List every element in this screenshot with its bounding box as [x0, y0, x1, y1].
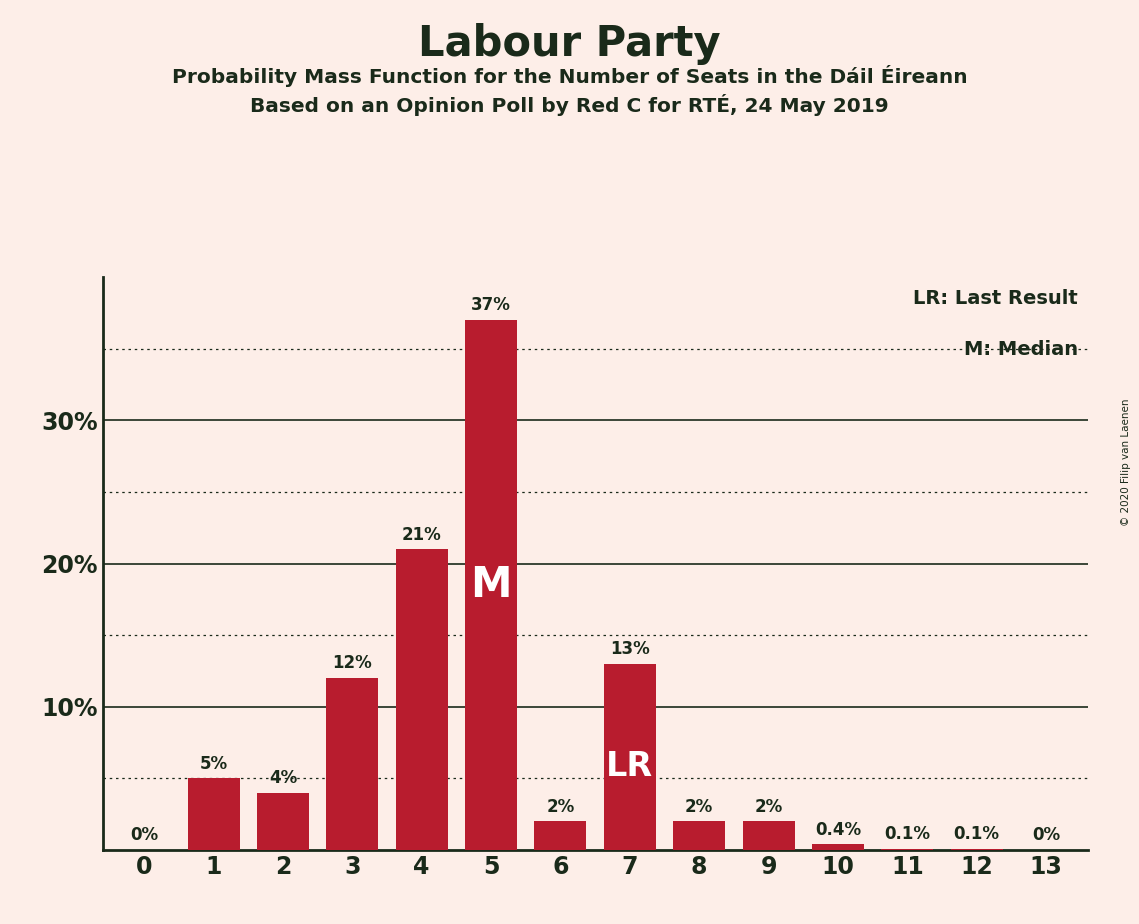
Bar	[673, 821, 726, 850]
Bar	[188, 778, 239, 850]
Text: LR: LR	[606, 749, 654, 783]
Text: 12%: 12%	[333, 654, 372, 673]
Text: M: Median: M: Median	[964, 340, 1077, 359]
Bar	[395, 549, 448, 850]
Bar	[465, 321, 517, 850]
Text: 0.1%: 0.1%	[953, 825, 1000, 843]
Text: 4%: 4%	[269, 769, 297, 787]
Bar	[326, 678, 378, 850]
Text: 0.4%: 0.4%	[814, 821, 861, 839]
Bar	[604, 663, 656, 850]
Bar	[951, 848, 1002, 850]
Bar	[257, 793, 309, 850]
Text: 5%: 5%	[199, 755, 228, 772]
Bar	[743, 821, 795, 850]
Text: 37%: 37%	[472, 297, 511, 314]
Text: 0.1%: 0.1%	[884, 825, 931, 843]
Text: 2%: 2%	[685, 797, 713, 816]
Text: 0%: 0%	[130, 826, 158, 845]
Text: 2%: 2%	[547, 797, 574, 816]
Text: 0%: 0%	[1032, 826, 1060, 845]
Text: 2%: 2%	[754, 797, 782, 816]
Text: Labour Party: Labour Party	[418, 23, 721, 65]
Text: Probability Mass Function for the Number of Seats in the Dáil Éireann: Probability Mass Function for the Number…	[172, 65, 967, 87]
Text: 13%: 13%	[611, 640, 649, 658]
Text: © 2020 Filip van Laenen: © 2020 Filip van Laenen	[1121, 398, 1131, 526]
Text: 21%: 21%	[402, 526, 442, 543]
Bar	[882, 848, 933, 850]
Bar	[534, 821, 587, 850]
Bar	[812, 845, 865, 850]
Text: LR: Last Result: LR: Last Result	[913, 288, 1077, 308]
Text: Based on an Opinion Poll by Red C for RTÉ, 24 May 2019: Based on an Opinion Poll by Red C for RT…	[251, 94, 888, 116]
Text: M: M	[470, 565, 511, 606]
